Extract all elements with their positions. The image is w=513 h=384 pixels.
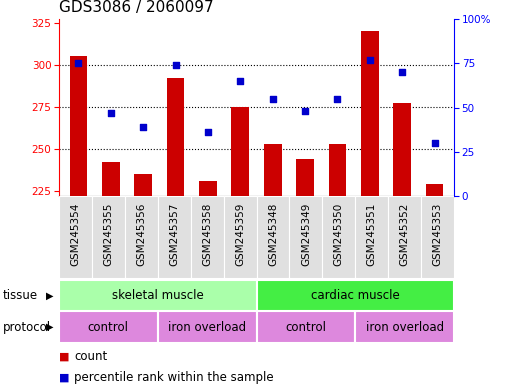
FancyBboxPatch shape (322, 196, 355, 278)
FancyBboxPatch shape (158, 196, 191, 278)
FancyBboxPatch shape (191, 196, 224, 278)
FancyBboxPatch shape (158, 311, 256, 343)
Text: GSM245351: GSM245351 (367, 202, 377, 266)
Text: GSM245359: GSM245359 (235, 202, 245, 266)
Text: GSM245356: GSM245356 (136, 202, 146, 266)
Text: GSM245349: GSM245349 (301, 202, 311, 266)
Bar (361, 31, 379, 196)
FancyBboxPatch shape (92, 196, 125, 278)
FancyBboxPatch shape (289, 196, 322, 278)
FancyBboxPatch shape (355, 311, 454, 343)
FancyBboxPatch shape (421, 196, 454, 278)
Text: percentile rank within the sample: percentile rank within the sample (74, 371, 274, 384)
Point (366, 57, 374, 63)
Bar (167, 78, 185, 196)
Text: GSM245358: GSM245358 (202, 202, 212, 266)
FancyBboxPatch shape (59, 196, 92, 278)
Bar (426, 184, 443, 196)
FancyBboxPatch shape (256, 280, 454, 311)
Text: ■: ■ (59, 351, 69, 361)
Point (171, 62, 180, 68)
Bar (134, 174, 152, 196)
Bar (70, 56, 87, 196)
FancyBboxPatch shape (256, 196, 289, 278)
FancyBboxPatch shape (355, 196, 388, 278)
Text: cardiac muscle: cardiac muscle (311, 289, 400, 302)
Bar (393, 103, 411, 196)
Text: iron overload: iron overload (168, 321, 246, 334)
Bar (264, 144, 282, 196)
Text: ▶: ▶ (46, 322, 54, 332)
Point (333, 96, 342, 102)
FancyBboxPatch shape (224, 196, 256, 278)
Text: ▶: ▶ (46, 290, 54, 300)
Text: GDS3086 / 2060097: GDS3086 / 2060097 (59, 0, 213, 15)
FancyBboxPatch shape (256, 311, 355, 343)
Text: tissue: tissue (3, 289, 37, 302)
FancyBboxPatch shape (59, 280, 256, 311)
Bar (231, 107, 249, 196)
Text: iron overload: iron overload (366, 321, 444, 334)
Bar (102, 162, 120, 196)
Text: skeletal muscle: skeletal muscle (112, 289, 204, 302)
Point (301, 108, 309, 114)
Text: count: count (74, 350, 108, 363)
Point (430, 140, 439, 146)
Text: control: control (285, 321, 326, 334)
Text: ■: ■ (59, 372, 69, 382)
Text: GSM245354: GSM245354 (70, 202, 81, 266)
Point (107, 110, 115, 116)
Text: GSM245355: GSM245355 (104, 202, 113, 266)
Text: GSM245348: GSM245348 (268, 202, 278, 266)
Text: protocol: protocol (3, 321, 51, 334)
Point (204, 129, 212, 135)
Text: GSM245352: GSM245352 (400, 202, 409, 266)
Point (74, 60, 83, 66)
Bar (199, 181, 217, 196)
Point (269, 96, 277, 102)
FancyBboxPatch shape (125, 196, 158, 278)
FancyBboxPatch shape (59, 311, 158, 343)
Text: GSM245353: GSM245353 (432, 202, 443, 266)
Bar (328, 144, 346, 196)
Point (139, 124, 147, 130)
Text: GSM245350: GSM245350 (334, 202, 344, 266)
Point (236, 78, 244, 84)
Bar (296, 159, 314, 196)
Text: GSM245357: GSM245357 (169, 202, 179, 266)
FancyBboxPatch shape (388, 196, 421, 278)
Point (398, 69, 406, 75)
Text: control: control (88, 321, 129, 334)
